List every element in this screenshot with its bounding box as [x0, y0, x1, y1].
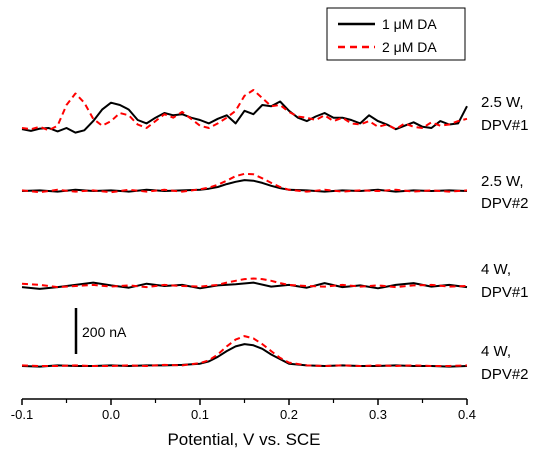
trace-label-1-line2: DPV#1	[481, 117, 529, 134]
trace-label-3-line2: DPV#1	[481, 284, 529, 301]
traces-group	[21, 89, 468, 368]
legend-label-series-2: 2 μM DA	[382, 39, 437, 55]
legend-box	[326, 7, 466, 61]
trace-label-3-line1: 4 W,	[481, 261, 511, 278]
x-axis: -0.1 0.0 0.1 0.2 0.3 0.4 Potential, V vs. SCE	[11, 398, 476, 449]
legend: 1 μM DA 2 μM DA	[326, 7, 466, 61]
trace-label-4-line1: 4 W,	[481, 343, 511, 360]
x-tick-label-3: 0.2	[280, 407, 298, 422]
trace-label-2-line1: 2.5 W,	[481, 173, 524, 190]
trace-panel-3-series-1	[21, 281, 468, 290]
x-ticks: -0.1 0.0 0.1 0.2 0.3 0.4	[11, 399, 476, 422]
trace-labels: 2.5 W, DPV#1 2.5 W, DPV#2 4 W, DPV#1 4 W…	[481, 94, 529, 383]
trace-panel-3-series-2	[21, 277, 468, 289]
trace-panel-2-series-2	[21, 172, 468, 194]
scale-bar-label: 200 nA	[82, 324, 127, 340]
x-tick-label-4: 0.3	[369, 407, 387, 422]
legend-label-series-1: 1 μM DA	[382, 16, 437, 32]
trace-panel-1-series-2	[21, 89, 468, 132]
trace-label-4-line2: DPV#2	[481, 366, 529, 383]
trace-panel-4-series-1	[21, 343, 468, 368]
x-tick-label-0: -0.1	[11, 407, 33, 422]
trace-label-1-line1: 2.5 W,	[481, 94, 524, 111]
x-tick-label-1: 0.0	[102, 407, 120, 422]
trace-panel-2-series-1	[21, 179, 468, 193]
scale-bar: 200 nA	[74, 308, 127, 354]
x-tick-label-2: 0.1	[191, 407, 209, 422]
trace-panel-4-series-2	[21, 335, 468, 367]
trace-label-2-line2: DPV#2	[481, 195, 529, 212]
x-tick-label-5: 0.4	[458, 407, 476, 422]
trace-panel-1-series-1	[21, 100, 468, 134]
x-axis-title: Potential, V vs. SCE	[167, 430, 320, 449]
